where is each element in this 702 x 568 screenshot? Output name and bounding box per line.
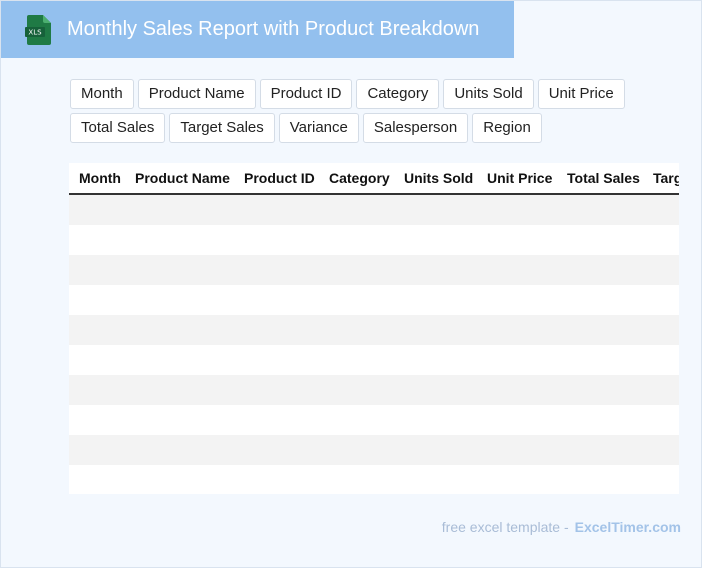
table-row bbox=[69, 285, 679, 315]
xls-icon: XLS bbox=[25, 15, 51, 45]
table-row bbox=[69, 465, 679, 494]
table-row bbox=[69, 195, 679, 225]
column-header[interactable]: Target Sales bbox=[653, 170, 679, 186]
column-header[interactable]: Unit Price bbox=[487, 170, 553, 186]
column-header[interactable]: Month bbox=[79, 170, 121, 186]
column-header[interactable]: Product ID bbox=[244, 170, 315, 186]
table: Month Product Name Product ID Category Units… bbox=[69, 163, 679, 494]
field-chip[interactable]: Region bbox=[472, 113, 542, 143]
field-chip[interactable]: Category bbox=[356, 79, 440, 109]
column-header[interactable]: Product Name bbox=[135, 170, 230, 186]
icon-label: XLS bbox=[28, 29, 42, 37]
field-chip[interactable]: Product Name bbox=[137, 79, 256, 109]
footer-text: free excel template - bbox=[441, 519, 569, 535]
field-chip[interactable]: Product ID bbox=[259, 79, 353, 109]
column-header[interactable]: Total Sales bbox=[567, 170, 640, 186]
table-row bbox=[69, 435, 679, 465]
table-row bbox=[69, 405, 679, 435]
field-chip[interactable]: Unit Price bbox=[537, 79, 625, 109]
table-row bbox=[69, 315, 679, 345]
footer: free excel template - ExcelTimer.com bbox=[442, 519, 681, 535]
table-header: Month Product Name Product ID Category Units… bbox=[69, 163, 679, 195]
title: Monthly Sales Report with Product Breakd… bbox=[67, 18, 480, 40]
table-body bbox=[69, 195, 679, 494]
field-chip[interactable]: Total Sales bbox=[70, 113, 166, 143]
table-row bbox=[69, 375, 679, 405]
field-chip[interactable]: Salesperson bbox=[362, 113, 469, 143]
field-chip[interactable]: Month bbox=[70, 79, 134, 109]
field-chips: Month Product Name Product ID Category Units… bbox=[70, 79, 630, 143]
table-row bbox=[69, 345, 679, 375]
field-chip[interactable]: Units Sold bbox=[443, 79, 534, 109]
column-header[interactable]: Units Sold bbox=[404, 170, 474, 186]
table-row bbox=[69, 225, 679, 255]
field-chip[interactable]: Target Sales bbox=[169, 113, 275, 143]
column-header[interactable]: Category bbox=[329, 170, 390, 186]
table-row bbox=[69, 255, 679, 285]
footer-link[interactable]: ExcelTimer.com bbox=[574, 519, 681, 535]
field-chip[interactable]: Variance bbox=[278, 113, 359, 143]
header: XLS Monthly Sales Report with Product Br… bbox=[1, 1, 514, 58]
